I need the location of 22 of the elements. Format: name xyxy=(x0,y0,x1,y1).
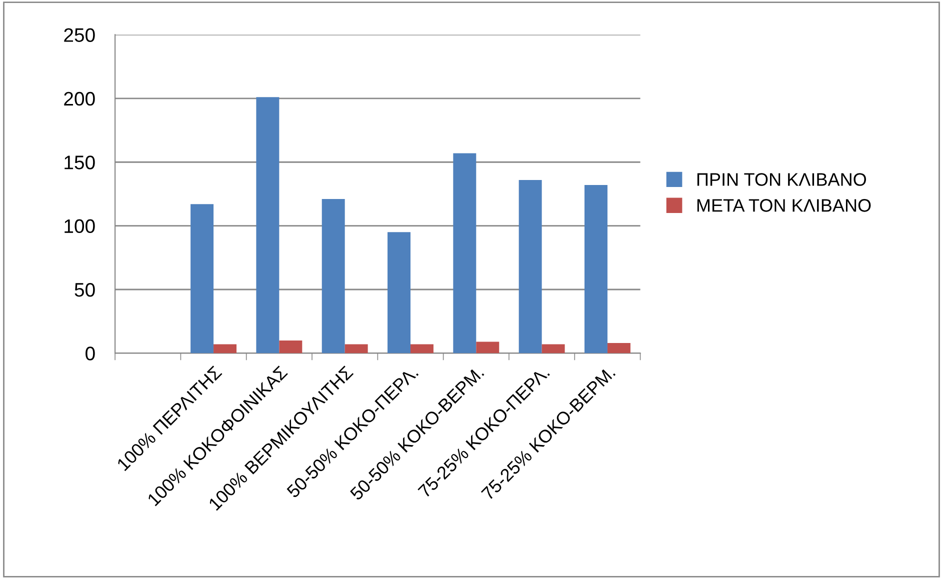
bar xyxy=(607,343,630,354)
y-tick-label: 0 xyxy=(86,346,95,360)
y-tick-label: 50 xyxy=(74,282,95,297)
legend-label: ΜΕΤΑ ΤΟΝ ΚΛΙΒΑΝΟ xyxy=(697,199,871,212)
bar xyxy=(518,180,542,354)
bar xyxy=(453,153,476,354)
bar xyxy=(344,344,368,354)
bar xyxy=(410,344,434,354)
bar xyxy=(214,344,237,354)
legend-label: ΠΡΙΝ ΤΟΝ ΚΛΙΒΑΝΟ xyxy=(697,173,866,186)
y-tick-label: 100 xyxy=(64,219,95,234)
y-tick-label: 200 xyxy=(64,92,95,106)
bar xyxy=(584,185,608,354)
bar xyxy=(256,97,280,354)
bar xyxy=(476,342,500,354)
bar xyxy=(388,232,410,354)
y-tick-label: 250 xyxy=(64,28,95,42)
y-tick-label: 150 xyxy=(64,156,95,170)
bar xyxy=(279,340,302,354)
bar xyxy=(190,204,214,354)
bar xyxy=(542,344,565,354)
bar xyxy=(322,199,345,354)
